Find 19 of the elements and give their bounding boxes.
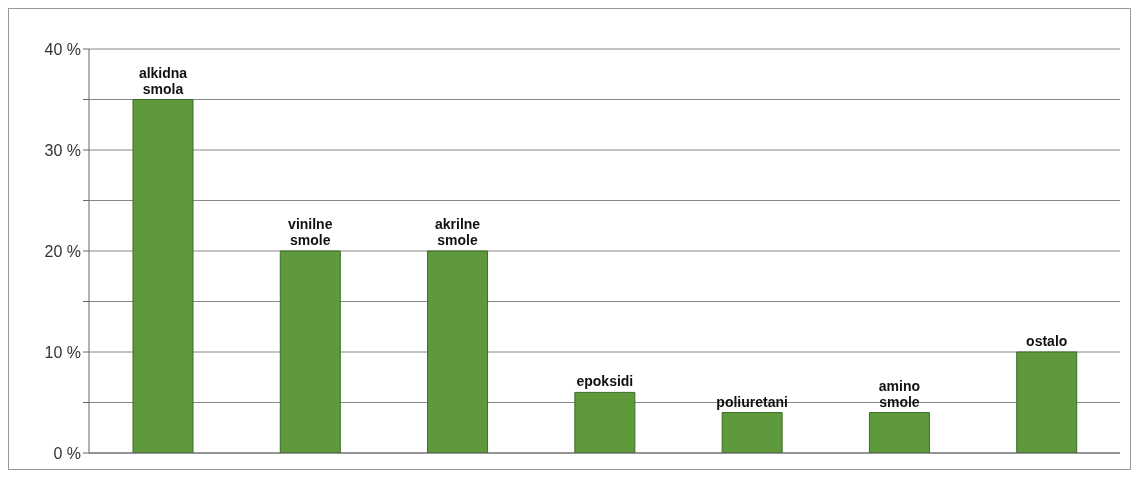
bar <box>427 250 489 453</box>
x-tick-label: vinilne smole <box>288 216 333 248</box>
x-tick-label: amino smole <box>878 377 921 410</box>
y-tick-label: 10 % <box>44 343 81 361</box>
x-tick-label: akrilne smole <box>435 216 481 248</box>
bar <box>279 250 341 453</box>
y-tick-label: 0 % <box>53 444 81 462</box>
bar <box>1016 351 1078 453</box>
bar <box>721 412 783 453</box>
x-tick-label: epoksidi <box>576 373 634 390</box>
y-tick-label: 30 % <box>44 141 81 159</box>
bar <box>868 412 930 453</box>
x-tick-label: alkidna smola <box>138 64 188 97</box>
y-tick-label: 20 % <box>44 242 81 260</box>
x-tick-label: poliuretani <box>716 393 788 410</box>
y-tick-label: 40 % <box>44 40 81 58</box>
bar <box>132 99 194 453</box>
x-tick-label: ostalo <box>1026 333 1068 349</box>
bar <box>574 391 636 453</box>
